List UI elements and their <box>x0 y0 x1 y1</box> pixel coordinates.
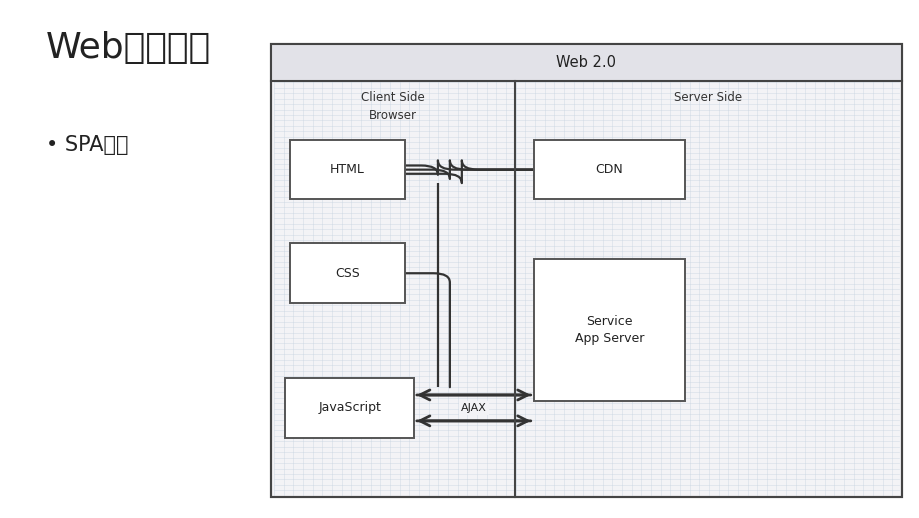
Text: • SPA阶段: • SPA阶段 <box>46 135 129 155</box>
Bar <box>271 44 901 497</box>
Text: CSS: CSS <box>335 267 359 280</box>
Text: Service
App Server: Service App Server <box>574 315 643 345</box>
Bar <box>533 259 685 401</box>
Text: Web技术演进: Web技术演进 <box>46 31 210 65</box>
Bar <box>289 243 404 303</box>
Bar <box>289 140 404 199</box>
Bar <box>271 44 901 81</box>
Text: Server Side: Server Side <box>674 91 742 105</box>
Text: AJAX: AJAX <box>460 403 486 413</box>
Text: Web 2.0: Web 2.0 <box>556 55 616 70</box>
Bar <box>271 44 901 497</box>
Text: HTML: HTML <box>330 163 364 176</box>
Text: JavaScript: JavaScript <box>318 401 380 414</box>
Bar <box>533 140 685 199</box>
Text: Client Side
Browser: Client Side Browser <box>361 91 425 122</box>
Bar <box>285 378 414 438</box>
Text: CDN: CDN <box>595 163 623 176</box>
